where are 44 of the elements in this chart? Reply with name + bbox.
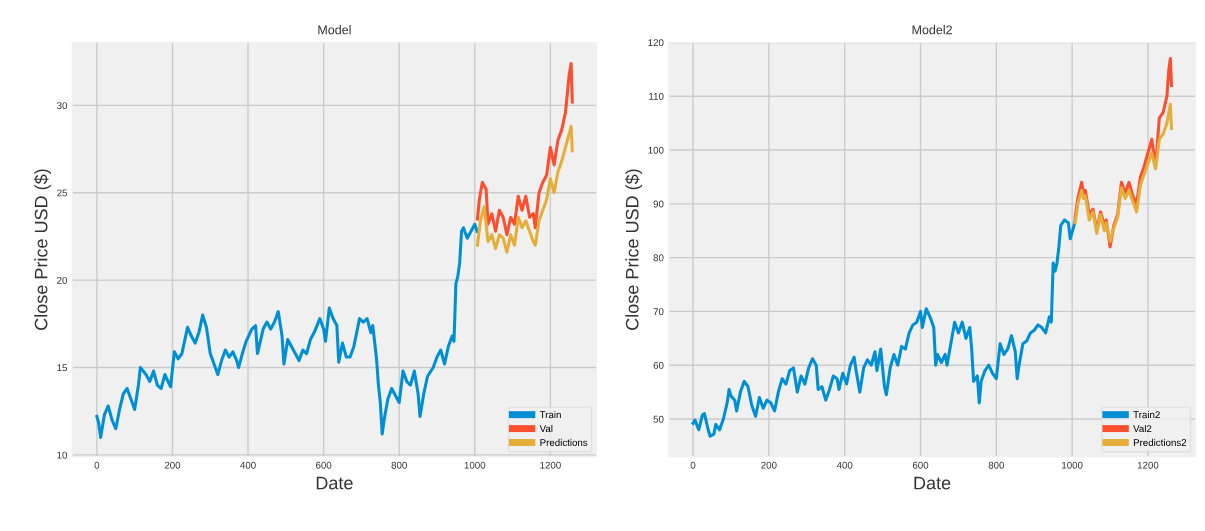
legend-label: Predictions (540, 438, 588, 446)
x-tick-label: 400 (240, 461, 256, 469)
x-tick-label: 1200 (540, 461, 561, 469)
legend-label: Predictions2 (1133, 438, 1187, 446)
x-tick-label: 1000 (464, 461, 486, 469)
y-tick-label: 120 (648, 39, 664, 47)
x-tick-label: 0 (690, 461, 696, 469)
legend-label: Train2 (1133, 411, 1160, 419)
x-tick-label: 800 (391, 461, 407, 469)
line-series (475, 124, 574, 254)
y-tick-label: 110 (649, 93, 664, 100)
x-axis-title: Date (316, 476, 353, 490)
y-tick-label: 80 (653, 254, 664, 262)
legend-label: Train (539, 411, 561, 419)
y-axis-title: Close Price USD ($) (33, 169, 52, 330)
line-series (691, 218, 1077, 438)
x-tick-label: 800 (988, 461, 1005, 469)
x-tick-label: 600 (912, 461, 929, 469)
x-tick-label: 600 (316, 461, 332, 469)
y-tick-label: 70 (653, 308, 664, 316)
x-tick-label: 200 (761, 461, 777, 469)
x-axis-title: Date (914, 476, 951, 490)
y-axis-title: Close Price USD ($) (625, 169, 643, 330)
y-tick-label: 60 (653, 361, 664, 369)
x-tick-label: 400 (836, 461, 853, 469)
line-series (1073, 102, 1174, 244)
x-tick-label: 200 (164, 461, 181, 469)
x-tick-label: 1000 (1062, 461, 1083, 469)
x-tick-label: 1200 (1137, 461, 1159, 469)
legend-label: Val (539, 424, 553, 433)
y-tick-label: 25 (57, 189, 68, 197)
line-series (475, 61, 574, 237)
x-tick-label: 0 (94, 461, 100, 469)
y-tick-label: 15 (57, 364, 68, 372)
y-tick-label: 10 (57, 451, 68, 459)
y-tick-label: 50 (653, 415, 664, 423)
y-tick-label: 100 (648, 146, 664, 154)
line-series (95, 222, 479, 439)
chart-title: Model2 (912, 25, 952, 35)
y-tick-label: 30 (57, 102, 68, 110)
y-tick-label: 20 (57, 276, 68, 284)
legend-label: Val2 (1133, 424, 1152, 433)
y-tick-label: 90 (653, 200, 664, 208)
chart-title: Model (318, 25, 351, 35)
